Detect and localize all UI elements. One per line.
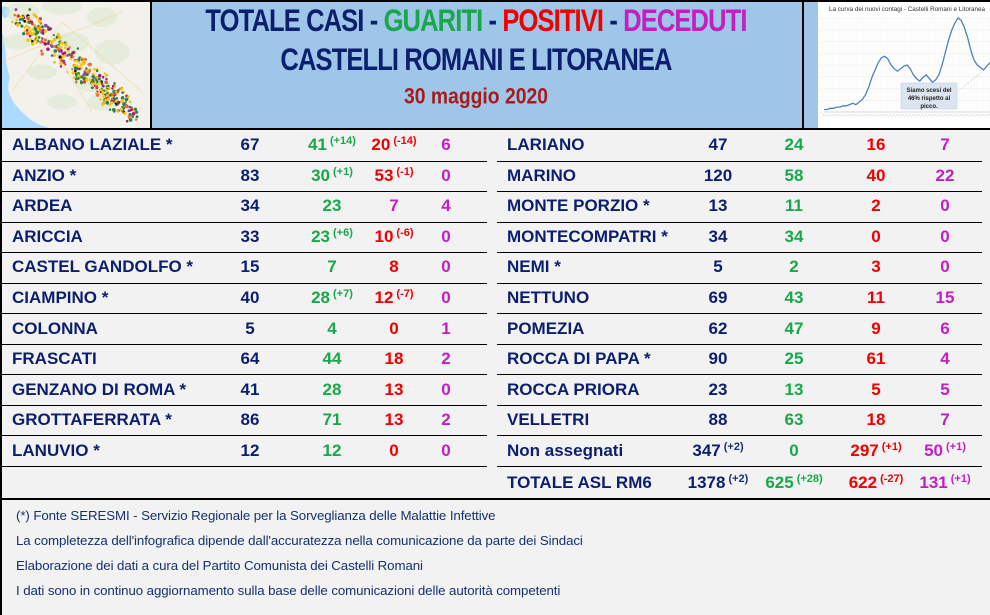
svg-text:La curva dei nuovi contagi - C: La curva dei nuovi contagi - Castelli Ro… — [829, 6, 986, 13]
svg-text:46% rispetto al: 46% rispetto al — [908, 96, 951, 102]
svg-text:-: - — [820, 17, 821, 21]
svg-text:-: - — [820, 40, 821, 44]
svg-text:-: - — [820, 75, 821, 79]
svg-text:picco.: picco. — [920, 104, 938, 110]
svg-text:-: - — [820, 28, 821, 32]
svg-text:-: - — [820, 111, 821, 115]
svg-text:-: - — [820, 99, 821, 103]
svg-text:Siamo scesi del: Siamo scesi del — [906, 88, 951, 94]
svg-text:-: - — [820, 64, 821, 68]
svg-text:-: - — [820, 52, 821, 56]
svg-text:-: - — [820, 87, 821, 91]
